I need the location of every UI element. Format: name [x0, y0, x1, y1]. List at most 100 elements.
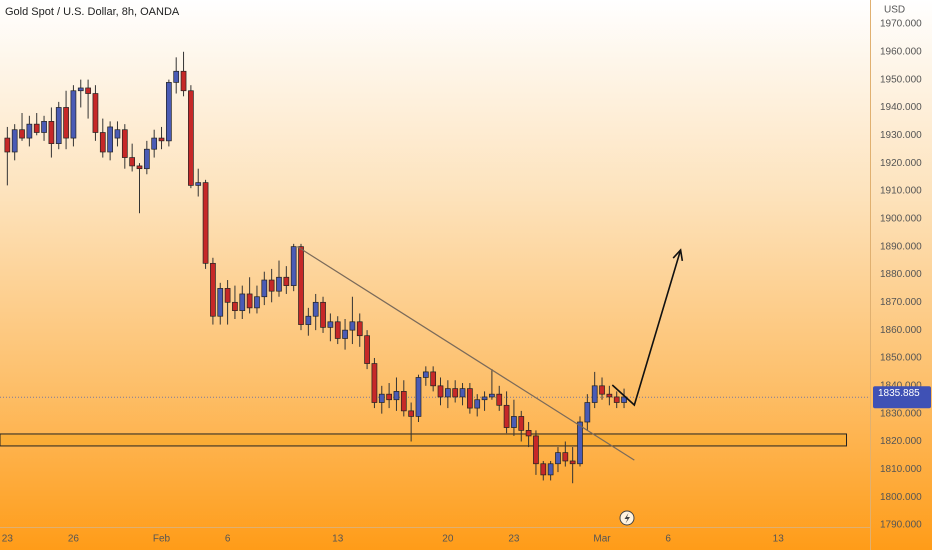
y-tick-label: 1880.000 [880, 269, 922, 280]
candle-body [55, 107, 62, 144]
candle-body [393, 391, 400, 401]
x-tick-label: 13 [332, 534, 344, 545]
candle-body [467, 388, 473, 409]
candle-body [474, 399, 481, 409]
y-tick-label: 1930.000 [880, 130, 922, 141]
candle-body [408, 410, 414, 417]
y-tick-label: 1860.000 [880, 325, 922, 336]
candle-body [591, 385, 598, 403]
candle-body [621, 396, 627, 403]
candle-body [188, 90, 194, 186]
chart-title: Gold Spot / U.S. Dollar, 8h, OANDA [5, 6, 180, 18]
lightning-icon [619, 510, 635, 526]
support-zone [0, 433, 848, 447]
candle-body [342, 329, 348, 339]
candle-body [334, 321, 341, 339]
candle-body [386, 393, 392, 401]
x-tick-label: 23 [508, 534, 520, 545]
candle-body [496, 393, 503, 406]
candle-body [518, 416, 525, 431]
trend-line [297, 246, 635, 461]
candle-body [613, 396, 620, 403]
candle-body [85, 87, 91, 94]
candle-body [400, 391, 407, 412]
candle-body [70, 90, 77, 139]
candle-body [533, 435, 539, 465]
y-tick-label: 1810.000 [880, 464, 922, 475]
y-tick-label: 1940.000 [880, 102, 922, 113]
candle-body [606, 393, 613, 398]
y-tick-label: 1960.000 [880, 46, 922, 57]
x-tick-label: Mar [593, 534, 611, 545]
candle-body [562, 452, 569, 462]
y-tick-label: 1920.000 [880, 158, 922, 169]
candle-body [48, 121, 55, 144]
candle-body [599, 385, 605, 395]
candle-body [298, 246, 304, 325]
candle-body [166, 82, 172, 142]
candle-body [173, 70, 180, 83]
candle-body [489, 393, 495, 398]
y-tick-label: 1950.000 [880, 74, 922, 85]
candle-body [452, 388, 459, 398]
candle-body [320, 301, 326, 328]
candle-body [422, 371, 429, 378]
candle-body [129, 157, 136, 167]
candle-body [261, 279, 268, 298]
candle-body [430, 371, 437, 387]
candle-body [459, 388, 466, 398]
candle-body [525, 430, 532, 437]
candle-body [276, 276, 282, 292]
candle-body [121, 129, 128, 158]
y-tick-label: 1800.000 [880, 492, 922, 503]
candle-body [232, 301, 238, 312]
candle-body [437, 385, 444, 398]
candle-body [11, 129, 18, 153]
candle-body [239, 293, 246, 312]
y-tick-label: 1870.000 [880, 297, 922, 308]
x-tick-label: 23 [2, 534, 14, 545]
y-tick-label: 1840.000 [880, 380, 922, 391]
y-tick-label: 1830.000 [880, 408, 922, 419]
candle-body [114, 129, 121, 139]
candle-body [540, 463, 547, 476]
candle-body [268, 279, 275, 292]
candle-body [224, 288, 231, 303]
candle-body [195, 182, 202, 186]
candle-body [41, 121, 47, 133]
candle-body [444, 388, 451, 398]
candle-body [107, 126, 113, 153]
candle-body [584, 402, 591, 423]
y-tick-label: 1820.000 [880, 436, 922, 447]
candle-body [77, 87, 84, 92]
candle-body [254, 296, 260, 309]
candle-body [569, 460, 576, 465]
x-tick-label: 20 [442, 534, 454, 545]
candle-body [63, 107, 69, 139]
candle-body [33, 123, 40, 133]
candle-body [26, 123, 33, 139]
y-tick-label: 1890.000 [880, 241, 922, 252]
x-tick-label: 26 [68, 534, 80, 545]
candle-body [180, 70, 187, 92]
candle-body [547, 463, 554, 476]
candle-body [99, 132, 106, 153]
candle-body [481, 396, 488, 401]
projection-arrow [611, 249, 682, 407]
y-tick-label: 1970.000 [880, 19, 922, 30]
candle-body [136, 165, 143, 170]
currency-label: USD [884, 5, 905, 16]
candle-body [246, 293, 253, 309]
price-tag-label: 1835.885 [878, 388, 920, 399]
candle-body [415, 377, 422, 417]
y-tick-label: 1910.000 [880, 186, 922, 197]
y-tick-label: 1790.000 [880, 520, 922, 531]
candle-body [555, 452, 561, 465]
candle-body [305, 315, 312, 325]
candle-body [19, 129, 25, 139]
x-tick-label: 13 [773, 534, 785, 545]
candle-body [4, 137, 11, 153]
candle-body [202, 182, 209, 264]
